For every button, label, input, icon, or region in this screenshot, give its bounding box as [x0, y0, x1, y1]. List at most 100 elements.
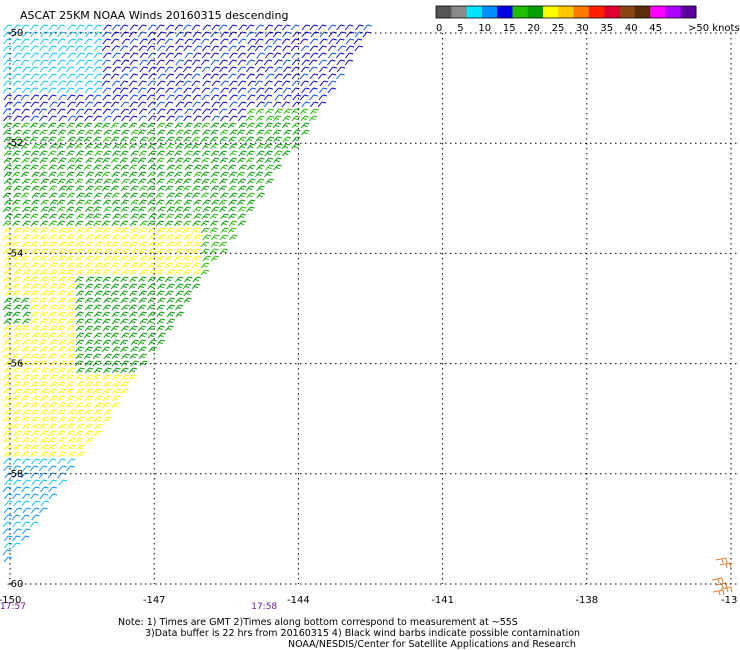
wind-barb [85, 437, 94, 444]
wind-barb [175, 297, 184, 304]
wind-barb [256, 94, 265, 101]
wind-barb [273, 157, 282, 164]
wind-barb [173, 199, 183, 206]
wind-barb [157, 206, 166, 213]
wind-barb [22, 444, 32, 451]
wind-barb [220, 220, 229, 227]
wind-barb [336, 24, 345, 31]
wind-barb [237, 80, 247, 87]
wind-barb [30, 388, 39, 395]
wind-barb [31, 332, 41, 339]
wind-barb [12, 276, 21, 283]
wind-barb [30, 472, 40, 479]
legend-swatch [543, 6, 559, 18]
wind-barb [166, 206, 176, 213]
wind-barb [711, 577, 724, 584]
wind-barb [309, 80, 318, 87]
wind-barb [156, 318, 166, 325]
wind-barb [31, 129, 40, 136]
wind-barb [256, 185, 265, 192]
wind-barb [92, 199, 102, 206]
wind-barb [22, 66, 31, 73]
wind-barb [182, 178, 192, 185]
wind-barb [119, 143, 129, 150]
wind-barb [353, 38, 363, 45]
wind-barb [58, 115, 67, 122]
wind-barb [22, 31, 31, 38]
wind-barb [282, 136, 291, 143]
wind-barb [21, 248, 30, 255]
wind-barb [103, 192, 113, 199]
wind-barb [130, 346, 139, 353]
wind-barb [48, 80, 58, 87]
wind-barb [201, 94, 211, 101]
wind-barb [93, 430, 102, 437]
wind-barb [85, 129, 94, 136]
wind-barb [22, 388, 32, 395]
wind-barb [237, 94, 246, 101]
wind-barb [112, 115, 122, 122]
wind-barb [93, 52, 103, 59]
wind-barb [148, 115, 157, 122]
wind-barb [174, 164, 184, 171]
legend-swatch [680, 6, 697, 18]
wind-barb [3, 150, 13, 157]
wind-barb [92, 94, 102, 101]
wind-barb [3, 395, 13, 402]
wind-barb [29, 136, 39, 143]
wind-barb [237, 87, 247, 94]
wind-barb [200, 220, 210, 227]
wind-barb [94, 395, 103, 402]
wind-barb [84, 66, 94, 73]
wind-barb [57, 311, 66, 318]
wind-barb [236, 129, 246, 136]
wind-barb [229, 94, 238, 101]
wind-barb [245, 115, 255, 122]
wind-barb [166, 157, 176, 164]
wind-barb [111, 24, 121, 31]
wind-barb [67, 157, 76, 164]
wind-barb [11, 353, 21, 360]
wind-barb [12, 199, 21, 206]
wind-barbs-layer [2, 24, 733, 596]
wind-barb [229, 52, 238, 59]
wind-barb [165, 59, 174, 66]
wind-barb [120, 367, 129, 374]
wind-barb [201, 122, 210, 129]
wind-barb [3, 45, 12, 52]
wind-barb [182, 157, 192, 164]
wind-barb [120, 388, 129, 395]
wind-barb [119, 87, 129, 94]
wind-barb [209, 227, 219, 234]
wind-barb [193, 241, 202, 248]
wind-barb [39, 59, 49, 66]
wind-barb [12, 416, 21, 423]
wind-barb [84, 24, 93, 31]
wind-barb [345, 31, 355, 38]
wind-barb [201, 66, 211, 73]
wind-barb [85, 234, 94, 241]
wind-barb [175, 59, 184, 66]
wind-barb [57, 388, 67, 395]
wind-barb [229, 192, 238, 199]
wind-barb [300, 80, 309, 87]
wind-barb [237, 66, 246, 73]
wind-barb [165, 199, 174, 206]
wind-barb [84, 101, 94, 108]
wind-barb [75, 346, 84, 353]
wind-barb [155, 220, 165, 227]
wind-barb [92, 269, 102, 276]
wind-barb [274, 94, 284, 101]
wind-barb [75, 388, 85, 395]
wind-barb [119, 220, 129, 227]
wind-barb [119, 290, 129, 297]
wind-barb [3, 493, 13, 500]
wind-barb [200, 59, 210, 66]
wind-barb [12, 297, 21, 304]
wind-barb [229, 234, 238, 241]
wind-barb [101, 311, 111, 318]
wind-barb [75, 150, 85, 157]
wind-barb [22, 199, 31, 206]
wind-barb [344, 24, 354, 31]
wind-barb [93, 45, 103, 52]
